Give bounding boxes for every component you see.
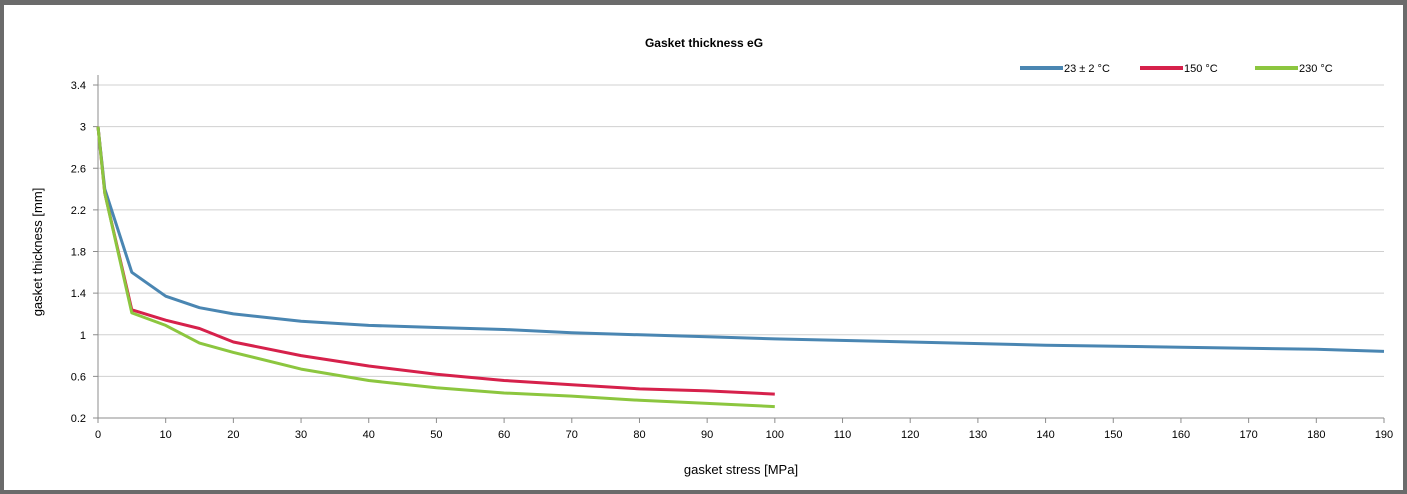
x-tick-label: 160 — [1172, 429, 1190, 441]
x-tick-label: 20 — [227, 429, 239, 441]
y-tick-label: 1 — [80, 330, 86, 342]
x-axis-label: gasket stress [MPa] — [684, 462, 798, 477]
x-tick-label: 10 — [160, 429, 172, 441]
x-tick-label: 0 — [95, 429, 101, 441]
y-tick-label: 3 — [80, 122, 86, 134]
x-tick-label: 40 — [363, 429, 375, 441]
y-tick-label: 2.6 — [71, 163, 86, 175]
series-line — [96, 126, 775, 409]
x-tick-label: 110 — [834, 429, 852, 441]
series-lines — [96, 126, 1385, 409]
x-tick-label: 130 — [969, 429, 987, 441]
legend: 23 ± 2 °C 150 °C 230 °C — [1020, 63, 1333, 75]
y-tick-label: 0.2 — [71, 413, 86, 425]
x-tick-label: 140 — [1036, 429, 1054, 441]
x-tick-label: 30 — [295, 429, 307, 441]
x-tick-label: 120 — [901, 429, 919, 441]
x-tick-label: 50 — [430, 429, 442, 441]
x-tick-label: 100 — [766, 429, 784, 441]
x-tick-label: 150 — [1104, 429, 1122, 441]
x-tick-label: 190 — [1375, 429, 1393, 441]
y-tick-label: 1.4 — [71, 288, 86, 300]
chart-title: Gasket thickness eG — [645, 36, 763, 50]
y-axis-ticks: 0.2 0.6 1 1.4 1.8 2.2 2.6 3 3.4 — [71, 80, 98, 425]
axes — [97, 75, 1384, 423]
x-tick-label: 90 — [701, 429, 713, 441]
y-tick-label: 1.8 — [71, 247, 86, 259]
x-tick-label: 70 — [566, 429, 578, 441]
legend-label: 230 °C — [1299, 63, 1333, 75]
x-tick-label: 60 — [498, 429, 510, 441]
y-tick-label: 2.2 — [71, 205, 86, 217]
series-line — [96, 126, 775, 396]
y-tick-label: 0.6 — [71, 371, 86, 383]
x-tick-label: 80 — [633, 429, 645, 441]
x-axis-ticks: 0 10 20 30 40 50 60 70 80 90 100 110 120 130 140 150 160… — [95, 418, 1393, 441]
legend-label: 150 °C — [1184, 63, 1218, 75]
x-tick-label: 170 — [1239, 429, 1257, 441]
y-tick-label: 3.4 — [71, 80, 86, 92]
gridlines — [98, 84, 1384, 377]
series-line — [96, 126, 1385, 353]
x-tick-label: 180 — [1307, 429, 1325, 441]
y-axis-label: gasket thickness [mm] — [30, 188, 45, 317]
legend-label: 23 ± 2 °C — [1064, 63, 1110, 75]
